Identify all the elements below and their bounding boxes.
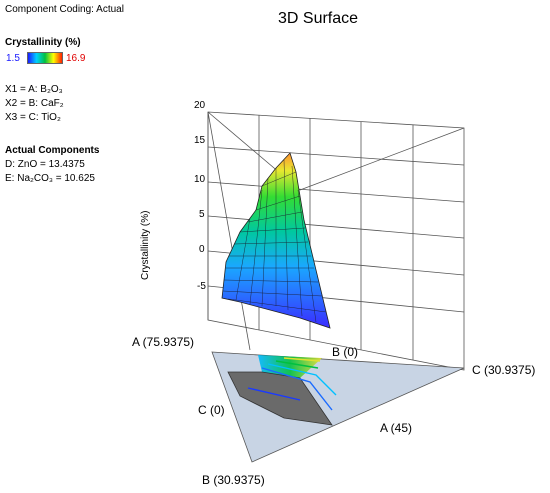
- floor-contour-line: [283, 357, 321, 362]
- vertex-label-a-min: A (45): [380, 421, 412, 435]
- surface-mesh-line: [223, 279, 319, 283]
- z-tick-label: -5: [197, 281, 206, 292]
- z-axis-label: Crystallinity (%): [140, 211, 151, 280]
- factor-x2-label: X2 = B: CaF₂: [5, 98, 64, 109]
- z-tick-label: 5: [199, 209, 205, 220]
- z-tick-label: 15: [194, 135, 206, 146]
- vertex-label-b-min: B (0): [332, 345, 358, 359]
- surface-mesh-line: [247, 211, 303, 223]
- color-legend-bar: [27, 52, 63, 64]
- floor-contour-line: [267, 363, 337, 396]
- vertex-label-c-min: C (0): [198, 403, 225, 417]
- actual-components-heading: Actual Components: [5, 145, 100, 156]
- back-wall-hgrid: [207, 146, 465, 166]
- surface-mesh-line: [249, 189, 263, 305]
- component-d-label: D: ZnO = 13.4375: [5, 159, 85, 170]
- vertex-label-c-max: C (30.9375): [472, 363, 535, 377]
- floor-contour-line: [247, 387, 301, 401]
- surface-mesh-line: [222, 290, 323, 297]
- surface-mesh-line: [239, 227, 306, 233]
- box-edge: [207, 111, 251, 351]
- surface-mesh-line: [233, 241, 309, 245]
- floor-contour-line: [275, 360, 319, 369]
- surface-mesh-line: [283, 159, 289, 311]
- factor-x1-label: X1 = A: B₂O₃: [5, 84, 63, 95]
- floor-triangle: [211, 351, 465, 463]
- component-e-label: E: Na₂CO₃ = 10.625: [5, 173, 95, 184]
- z-tick-label: 20: [194, 100, 206, 111]
- surface-mesh-line: [291, 165, 303, 317]
- surface-mesh-line: [261, 177, 269, 307]
- surface-mesh-line: [255, 195, 301, 211]
- vertex-label-a-max: A (75.9375): [132, 335, 194, 349]
- response-title: Crystallinity (%): [5, 37, 81, 48]
- floor-contour-line: [261, 367, 333, 411]
- floor-contour-region: [227, 371, 333, 426]
- simplex-floor: [211, 351, 465, 463]
- factor-x3-label: X3 = C: TiO₂: [5, 112, 61, 123]
- vertex-label-b-max: B (30.9375): [202, 473, 265, 487]
- chart-title: 3D Surface: [278, 10, 359, 27]
- legend-min-label: 1.5: [6, 53, 20, 64]
- box-edge: [299, 127, 465, 191]
- z-axis: 20 15 10 5 0 -5 Crystallinity (%): [140, 100, 209, 320]
- surface-mesh-line: [297, 189, 317, 323]
- z-tick-label: 10: [194, 174, 206, 185]
- surface-mesh-line: [227, 298, 327, 313]
- legend-max-label: 16.9: [66, 53, 86, 64]
- surface-mesh-line: [235, 217, 251, 301]
- floor-contour-lines: [247, 357, 337, 411]
- response-surface: [221, 152, 331, 329]
- component-coding-label: Component Coding: Actual: [5, 4, 124, 15]
- z-tick-label: 0: [199, 244, 205, 255]
- back-wall-hgrid: [207, 181, 465, 203]
- surface-mesh: [222, 159, 327, 323]
